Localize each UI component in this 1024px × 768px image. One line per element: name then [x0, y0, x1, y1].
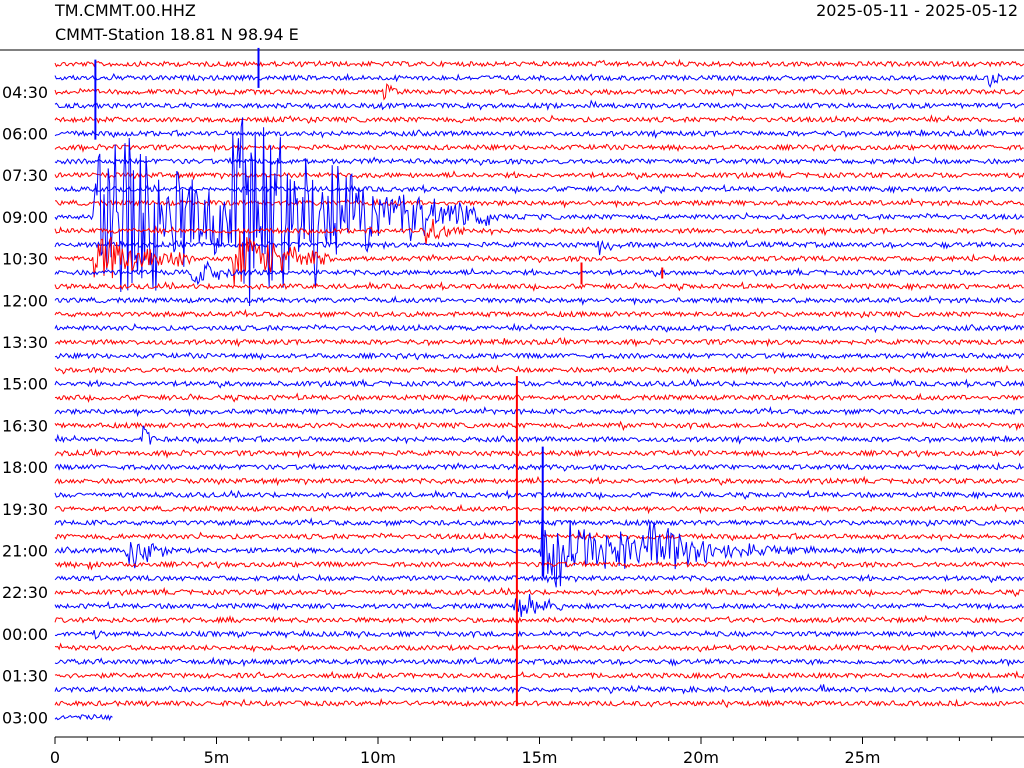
- trace-row: [54, 531, 1024, 542]
- x-tick-label: 25m: [845, 748, 881, 767]
- trace-row: [54, 510, 1024, 588]
- x-tick-label: 20m: [683, 748, 719, 767]
- x-tick-label: 5m: [204, 748, 230, 767]
- trace-row: [54, 143, 1024, 153]
- y-tick-label: 19:30: [2, 500, 48, 519]
- trace-row: [54, 670, 1024, 681]
- trace-row: [54, 406, 1024, 418]
- trace-row: [54, 629, 1024, 640]
- trace-row: [54, 503, 1024, 515]
- trace-row: [54, 447, 1024, 459]
- y-tick-label: 13:30: [2, 333, 48, 352]
- trace-row: [54, 572, 1024, 584]
- trace-row: [54, 656, 1024, 668]
- trace-row: [54, 713, 113, 722]
- y-tick-label: 09:00: [2, 208, 48, 227]
- trace-row: [54, 594, 1024, 618]
- x-tick-label: 15m: [522, 748, 558, 767]
- station-location: CMMT-Station 18.81 N 98.94 E: [55, 25, 299, 44]
- y-tick-label: 16:30: [2, 416, 48, 435]
- trace-row: [54, 155, 1024, 166]
- trace-row: [54, 517, 1024, 528]
- trace-row: [54, 308, 1024, 319]
- x-tick-label: 0: [50, 748, 60, 767]
- y-tick-label: 04:30: [2, 83, 48, 102]
- y-tick-label: 22:30: [2, 583, 48, 602]
- trace-row: [54, 260, 1024, 286]
- trace-row: [54, 350, 1024, 361]
- station-id: TM.CMMT.00.HHZ: [55, 1, 196, 20]
- date-range: 2025-05-11 - 2025-05-12: [816, 1, 1018, 20]
- trace-row: [54, 614, 1024, 624]
- trace-row: [54, 586, 1024, 598]
- trace-row: [54, 392, 1024, 404]
- trace-row: [54, 239, 1024, 256]
- trace-row: [54, 425, 1024, 445]
- trace-row: [54, 169, 1024, 181]
- trace-row: [54, 489, 1024, 501]
- trace-row: [54, 281, 1024, 292]
- trace-row: [54, 475, 1024, 487]
- trace-row: [54, 378, 1024, 389]
- trace-row: [54, 128, 1024, 139]
- y-tick-label: 10:30: [2, 250, 48, 269]
- y-tick-label: 00:00: [2, 625, 48, 644]
- y-tick-label: 07:30: [2, 166, 48, 185]
- y-tick-label: 21:00: [2, 542, 48, 561]
- trace-row: [54, 294, 1024, 306]
- trace-row: [54, 218, 1024, 245]
- trace-row: [54, 461, 1024, 472]
- y-tick-label: 03:00: [2, 708, 48, 727]
- trace-row: [54, 117, 1024, 307]
- trace-row: [54, 683, 1024, 695]
- trace-row: [54, 114, 1024, 124]
- y-tick-label: 06:00: [2, 125, 48, 144]
- trace-row: [54, 99, 1024, 111]
- trace-row: [54, 83, 1024, 101]
- x-tick-label: 10m: [360, 748, 396, 767]
- trace-row: [54, 697, 1024, 709]
- trace-row: [54, 183, 1024, 195]
- trace-row: [54, 559, 1024, 571]
- y-tick-label: 12:00: [2, 291, 48, 310]
- trace-row: [54, 336, 1024, 348]
- trace-row: [54, 231, 1024, 286]
- trace-row: [54, 642, 1024, 654]
- trace-row: [54, 364, 1024, 376]
- trace-row: [54, 197, 1024, 209]
- trace-row: [54, 58, 1024, 68]
- trace-row: [54, 72, 1024, 88]
- y-tick-label: 01:30: [2, 667, 48, 686]
- minute-axis: 0 5m 10m 15m 20m 25m: [50, 736, 1024, 767]
- seismic-traces: [54, 47, 1024, 722]
- y-tick-label: 15:00: [2, 375, 48, 394]
- y-tick-label: 18:00: [2, 458, 48, 477]
- trace-row: [54, 322, 1024, 334]
- trace-row: [54, 420, 1024, 432]
- time-axis: 04:30 06:00 07:30 09:00 10:30 12:00 13:30 15:00…: [2, 83, 48, 727]
